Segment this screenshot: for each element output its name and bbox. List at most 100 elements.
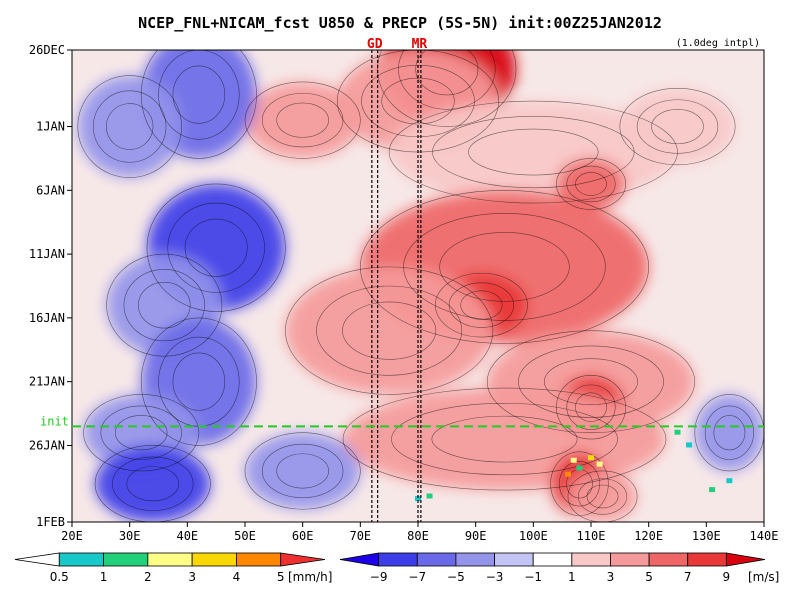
wind-contour <box>381 77 455 125</box>
precip-cell <box>426 493 433 499</box>
wind-contour <box>244 81 361 159</box>
x-tick-label: 100E <box>519 529 548 543</box>
wind-contour <box>543 358 639 405</box>
wind-contour <box>261 93 344 148</box>
y-tick-label: 16JAN <box>29 311 65 325</box>
wind-colorbar-label: −7 <box>408 570 426 584</box>
wind-contour <box>434 272 528 338</box>
precip-cell <box>570 457 577 463</box>
precip-colorbar-swatch <box>103 552 149 567</box>
precip-colorbar-label: 0.5 <box>50 570 69 584</box>
wind-colorbar-swatch <box>571 552 611 567</box>
wind-contour <box>172 65 226 124</box>
precip-colorbar-swatch <box>14 552 60 567</box>
region-marker: GD <box>367 37 383 522</box>
wind-contour <box>415 50 479 96</box>
wind-colorbar-label: −9 <box>370 570 388 584</box>
wind-anomaly-region <box>244 432 361 510</box>
wind-contour <box>556 158 626 210</box>
x-tick-label: 120E <box>634 529 663 543</box>
wind-colorbar: −9 −7 −5 −3 −1 1 3 5 7 9 <box>339 552 766 584</box>
x-tick-label: 60E <box>292 529 314 543</box>
precip-cell <box>674 429 681 435</box>
wind-colorbar-label: 7 <box>684 570 692 584</box>
wind-contour <box>360 190 649 344</box>
marker-label: GD <box>367 37 383 52</box>
region-marker: MR <box>412 37 428 522</box>
wind-colorbar-swatch <box>455 552 495 567</box>
precip-cell <box>415 496 421 502</box>
wind-contour <box>114 415 168 451</box>
wind-contour <box>244 432 361 510</box>
y-tick-label: 1FEB <box>36 515 65 529</box>
wind-colorbar-label: −3 <box>486 570 504 584</box>
precip-cell <box>564 471 571 477</box>
wind-contour <box>342 387 667 491</box>
wind-contour <box>704 405 754 460</box>
wind-contour <box>285 266 494 395</box>
wind-contour <box>123 269 205 342</box>
wind-contour <box>93 90 167 163</box>
precip-cell <box>726 478 733 484</box>
precip-colorbar-swatch <box>58 552 104 567</box>
wind-colorbar-label: 9 <box>723 570 731 584</box>
x-tick-label: 40E <box>176 529 198 543</box>
wind-colorbar-swatch <box>687 552 727 567</box>
wind-contour <box>636 99 719 154</box>
wind-contour <box>468 128 599 176</box>
wind-colorbar-label: −5 <box>447 570 465 584</box>
wind-anomaly-region <box>244 81 361 159</box>
x-tick-label: 140E <box>750 529 779 543</box>
wind-colorbar-label: 3 <box>607 570 615 584</box>
wind-contour <box>342 301 437 360</box>
wind-contour <box>566 165 616 203</box>
wind-contour <box>713 415 746 451</box>
precip-colorbar: 0.5 1 2 3 4 5 <box>14 552 326 584</box>
x-tick-label: 30E <box>119 529 141 543</box>
wind-contour <box>575 172 607 196</box>
wind-colorbar-label: 5 <box>645 570 653 584</box>
wind-colorbar-swatch <box>339 552 380 567</box>
wind-colorbar-swatch <box>532 552 573 567</box>
wind-contour <box>460 290 503 320</box>
wind-contour <box>575 392 607 422</box>
y-tick-label: 21JAN <box>29 375 65 389</box>
wind-contour <box>140 317 257 446</box>
marker-label: MR <box>412 37 428 52</box>
x-tick-label: 50E <box>234 529 256 543</box>
wind-contour <box>106 103 154 150</box>
wind-contour <box>619 87 736 166</box>
wind-colorbar-swatch <box>725 552 766 567</box>
wind-contour <box>558 461 600 507</box>
precip-colorbar-label: 4 <box>233 570 241 584</box>
precip-cell <box>686 442 693 448</box>
precip-colorbar-label: 1 <box>100 570 108 584</box>
wind-anomaly-region <box>619 88 736 165</box>
precip-cell <box>596 461 603 467</box>
wind-contour <box>276 453 329 489</box>
wind-anomaly-region <box>95 445 211 522</box>
precip-cell <box>576 465 583 471</box>
wind-contour <box>398 50 496 110</box>
init-label: init <box>40 414 69 428</box>
y-tick-label: 26DEC <box>29 43 65 57</box>
wind-colorbar-label: −1 <box>524 570 542 584</box>
wind-contour <box>184 218 248 277</box>
precip-colorbar-label: 3 <box>188 570 196 584</box>
wind-colorbar-swatch <box>610 552 650 567</box>
x-tick-label: 90E <box>465 529 487 543</box>
x-tick-label: 70E <box>349 529 371 543</box>
y-tick-label: 1JAN <box>36 120 65 134</box>
precip-colorbar-swatch <box>280 552 326 567</box>
wind-contour <box>276 102 329 138</box>
precip-colorbar-label: 2 <box>144 570 152 584</box>
x-tick-label: 20E <box>61 529 83 543</box>
wind-colorbar-label: 1 <box>568 570 576 584</box>
wind-contour <box>439 232 570 302</box>
precip-colorbar-swatch <box>147 552 193 567</box>
precip-unit: [mm/h] <box>288 570 332 584</box>
wind-contour <box>106 253 223 357</box>
x-tick-label: 130E <box>692 529 721 543</box>
precip-colorbar-swatch <box>236 552 282 567</box>
